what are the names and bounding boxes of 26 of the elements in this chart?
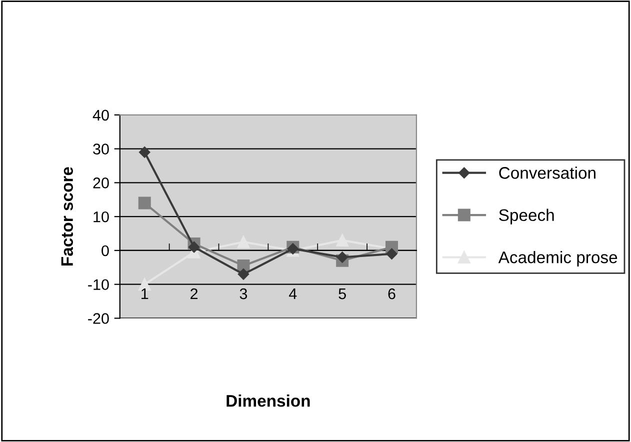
x-tick-label: 1 (142, 288, 148, 300)
point (188, 241, 200, 253)
y-tick-label: 30 (93, 144, 109, 154)
y-tick-label: 0 (102, 245, 109, 256)
y-tick-label: 20 (93, 178, 109, 188)
x-tick-label: 6 (388, 288, 396, 300)
point (336, 252, 348, 263)
x-tick-label: 5 (338, 288, 346, 300)
point (237, 236, 250, 248)
x-axis-title: Dimension (226, 394, 310, 407)
y-tick-label: -20 (88, 313, 109, 324)
legend-label: Conversation (499, 166, 596, 179)
legend-label: Academic prose (498, 251, 618, 267)
y-tick-label: 10 (94, 211, 109, 222)
point (139, 146, 150, 158)
y-tick-label: 40 (92, 110, 109, 121)
point (138, 196, 151, 210)
y-axis-title: Factor score (61, 167, 73, 266)
point (287, 243, 298, 254)
x-tick-label: 2 (190, 288, 198, 300)
legend-label: Speech (499, 208, 554, 224)
point (386, 248, 398, 260)
x-tick-label: 4 (288, 288, 297, 300)
point (238, 268, 250, 280)
x-tick-label: 3 (240, 288, 248, 300)
y-tick-label: -10 (88, 279, 109, 290)
